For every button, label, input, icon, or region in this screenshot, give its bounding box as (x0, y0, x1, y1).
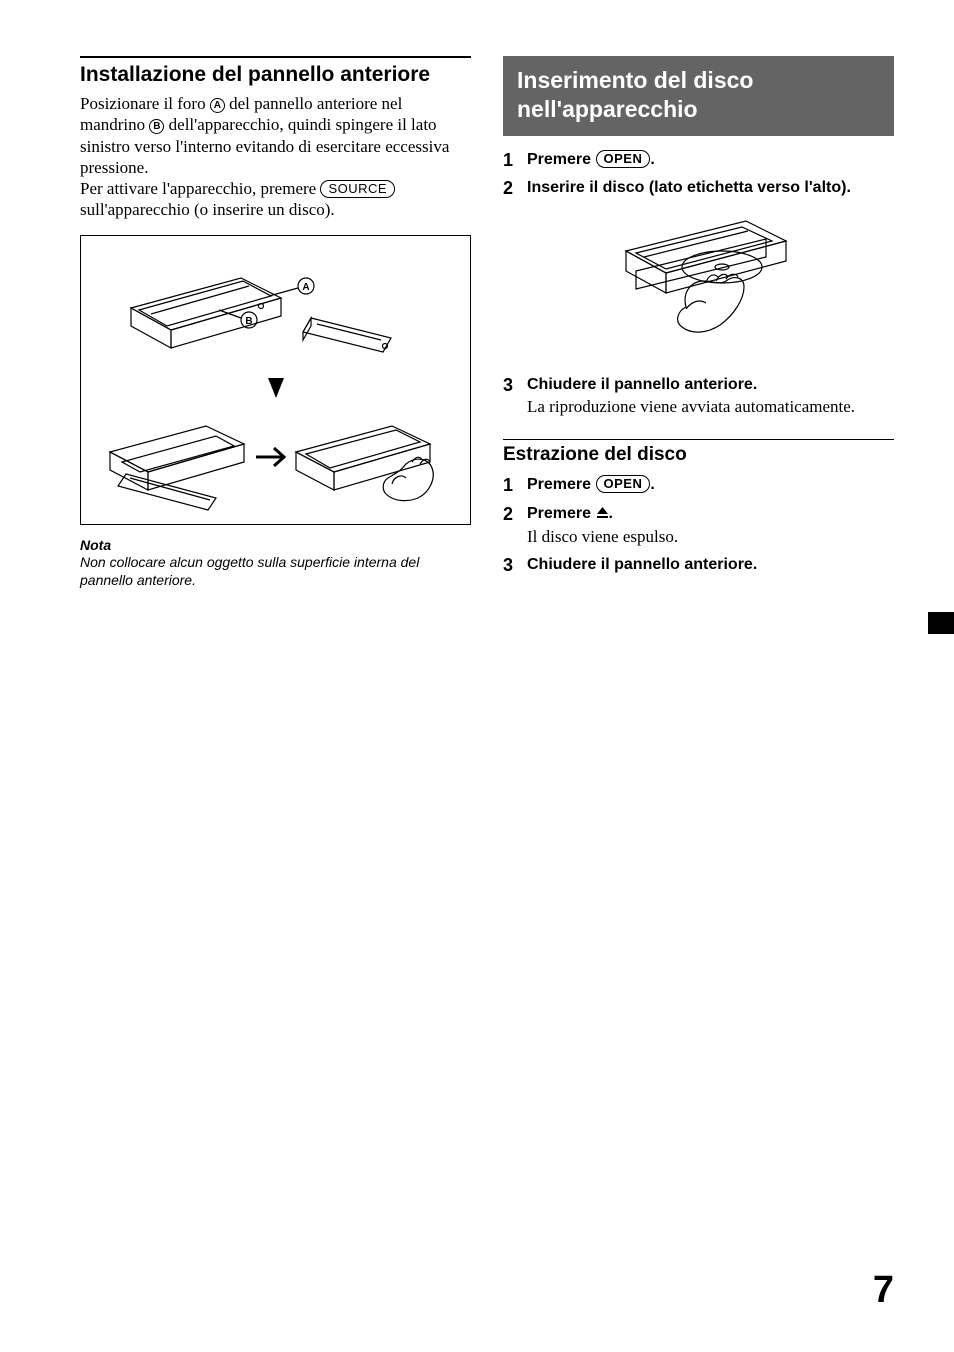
page-number: 7 (873, 1269, 894, 1312)
section-divider (503, 439, 894, 440)
step-title: Chiudere il pannello anteriore. (527, 375, 894, 396)
text-fragment: Posizionare il foro (80, 94, 210, 113)
left-heading: Installazione del pannello anteriore (80, 62, 471, 87)
left-paragraph-2: Per attivare l'apparecchio, premere SOUR… (80, 178, 471, 221)
circled-b-icon: B (149, 119, 164, 134)
step-body: Il disco viene espulso. (527, 526, 894, 547)
left-paragraph-1: Posizionare il foro A del pannello anter… (80, 93, 471, 178)
eject-step-3: Chiudere il pannello anteriore. (503, 555, 894, 576)
insert-step-1: Premere OPEN. (503, 150, 894, 171)
edge-tab-marker (928, 612, 954, 634)
band-heading: Inserimento del disco nell'apparecchio (503, 56, 894, 136)
text-fragment: . (650, 476, 654, 493)
spacer (503, 425, 894, 439)
eject-steps: Premere OPEN. Premere . Il disco viene e… (503, 475, 894, 576)
section-divider (80, 56, 471, 58)
text-fragment: sull'apparecchio (o inserire un disco). (80, 200, 335, 219)
step-title: Premere . (527, 504, 894, 526)
eject-heading: Estrazione del disco (503, 444, 894, 467)
figure-label-a: A (302, 282, 309, 293)
note-body: Non collocare alcun oggetto sulla superf… (80, 553, 471, 589)
page-content: Installazione del pannello anteriore Pos… (0, 0, 954, 639)
figure-label-b: B (245, 316, 252, 327)
step-title: Chiudere il pannello anteriore. (527, 555, 894, 576)
text-fragment: Premere (527, 476, 596, 493)
open-button-label: OPEN (596, 150, 651, 168)
circled-a-icon: A (210, 98, 225, 113)
open-button-label: OPEN (596, 475, 651, 493)
insert-step-2: Inserire il disco (lato etichetta verso … (503, 178, 894, 361)
text-fragment: . (609, 505, 613, 522)
figure-top-illustration: A B (121, 248, 431, 368)
note-heading: Nota (80, 537, 471, 553)
eject-step-1: Premere OPEN. (503, 475, 894, 496)
text-fragment: Premere (527, 505, 596, 522)
installation-figure: A B (80, 235, 471, 525)
insert-step-3: Chiudere il pannello anteriore. La ripro… (503, 375, 894, 417)
text-fragment: Premere (527, 151, 596, 168)
source-button-label: SOURCE (320, 180, 395, 198)
text-fragment: . (650, 151, 654, 168)
step-title: Inserire il disco (lato etichetta verso … (527, 178, 894, 199)
step-body: La riproduzione viene avviata automatica… (527, 396, 894, 417)
right-column: Inserimento del disco nell'apparecchio P… (503, 56, 894, 589)
step-title: Premere OPEN. (527, 150, 894, 171)
eject-icon (596, 505, 609, 526)
disc-insert-figure (527, 211, 894, 361)
figure-bottom-illustration (106, 412, 446, 512)
eject-step-2: Premere . Il disco viene espulso. (503, 504, 894, 547)
text-fragment: Per attivare l'apparecchio, premere (80, 179, 320, 198)
left-column: Installazione del pannello anteriore Pos… (80, 56, 471, 589)
step-title: Premere OPEN. (527, 475, 894, 496)
insert-steps: Premere OPEN. Inserire il disco (lato et… (503, 150, 894, 418)
down-triangle-icon (268, 378, 284, 402)
